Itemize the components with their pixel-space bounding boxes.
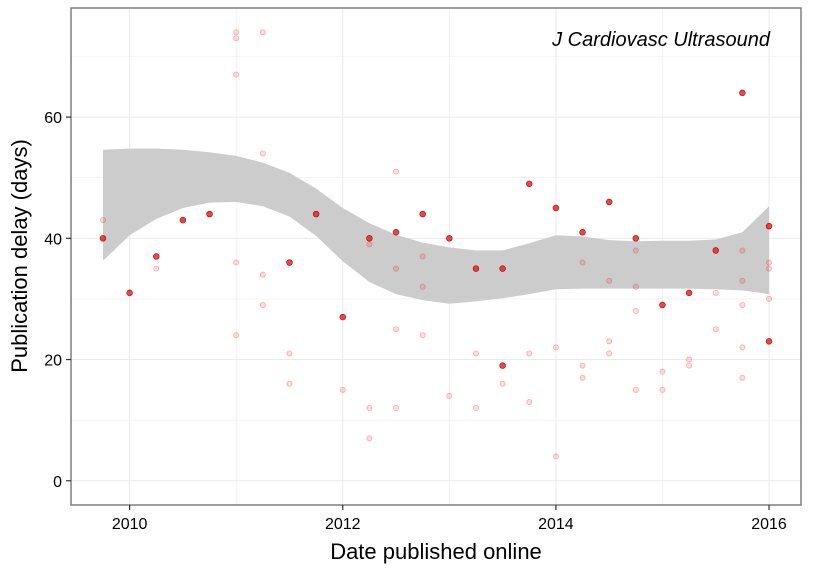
- faint-point: [659, 368, 666, 375]
- faint-point: [739, 277, 746, 284]
- x-axis-title: Date published online: [330, 539, 542, 564]
- faint-point: [99, 217, 106, 224]
- faint-point: [446, 392, 453, 399]
- faint-point: [233, 71, 240, 78]
- faint-point: [632, 247, 639, 254]
- faint-point: [739, 374, 746, 381]
- panel-annotation: J Cardiovasc Ultrasound: [551, 29, 771, 51]
- faint-point: [739, 344, 746, 351]
- faint-point: [339, 386, 346, 393]
- x-tick-label: 2016: [751, 516, 787, 533]
- data-point: [419, 210, 426, 218]
- faint-point: [259, 271, 266, 278]
- data-point: [712, 247, 719, 254]
- x-tick-label: 2014: [538, 516, 574, 533]
- data-point: [126, 289, 133, 297]
- faint-point: [153, 265, 160, 272]
- faint-point: [686, 356, 693, 363]
- x-tick-label: 2010: [112, 516, 148, 533]
- data-point: [739, 89, 746, 97]
- faint-point: [259, 301, 266, 308]
- data-point: [765, 338, 773, 345]
- faint-point: [766, 265, 773, 272]
- data-point: [632, 235, 640, 242]
- faint-point: [393, 265, 400, 272]
- faint-point: [233, 29, 240, 36]
- faint-point: [366, 241, 373, 248]
- faint-point: [472, 350, 479, 357]
- faint-point: [632, 308, 639, 315]
- faint-point: [579, 374, 586, 381]
- faint-point: [233, 332, 240, 339]
- data-point: [206, 210, 213, 218]
- data-point: [153, 253, 160, 260]
- data-point: [446, 235, 453, 242]
- faint-point: [419, 283, 426, 290]
- faint-point: [579, 259, 586, 266]
- faint-point: [766, 295, 773, 302]
- faint-point: [712, 326, 719, 333]
- faint-point: [526, 398, 533, 405]
- data-point: [499, 265, 506, 272]
- data-point: [685, 289, 693, 297]
- faint-point: [393, 326, 400, 333]
- strong-points: [99, 89, 773, 369]
- faint-point: [579, 362, 586, 369]
- faint-point: [419, 332, 426, 339]
- y-tick-label: 0: [53, 474, 62, 491]
- faint-point: [739, 301, 746, 308]
- data-point: [339, 313, 346, 321]
- faint-point: [739, 247, 746, 254]
- faint-point: [659, 386, 666, 393]
- data-point: [526, 180, 533, 187]
- faint-point: [366, 435, 373, 442]
- x-tick-label: 2012: [325, 516, 361, 533]
- data-point: [366, 235, 373, 242]
- faint-point: [233, 35, 240, 42]
- faint-point: [499, 380, 506, 387]
- data-point: [99, 235, 107, 242]
- faint-point: [766, 259, 773, 266]
- faint-point: [606, 350, 613, 357]
- faint-point: [472, 405, 479, 412]
- data-point: [472, 265, 480, 272]
- faint-point: [606, 338, 613, 345]
- data-point: [579, 229, 586, 236]
- faint-point: [686, 362, 693, 369]
- faint-point: [632, 386, 639, 393]
- data-point: [392, 229, 400, 236]
- axes: 0 20 40 60 2010 2012 2014 2016: [44, 110, 787, 533]
- data-point: [499, 362, 506, 369]
- faint-point: [259, 150, 266, 157]
- y-tick-label: 40: [44, 231, 62, 248]
- faint-point: [393, 405, 400, 412]
- smooth-confidence-band: [103, 148, 769, 304]
- faint-point: [259, 29, 266, 36]
- faint-point: [632, 283, 639, 290]
- y-axis-title: Publication delay (days): [7, 139, 32, 373]
- y-tick-label: 20: [44, 353, 62, 370]
- faint-point: [552, 344, 559, 351]
- faint-point: [526, 350, 533, 357]
- faint-point: [393, 168, 400, 175]
- faint-point: [366, 405, 373, 412]
- data-point: [605, 198, 613, 206]
- data-point: [659, 301, 666, 309]
- data-point: [179, 216, 187, 224]
- plot-border: [70, 7, 802, 506]
- faint-point: [286, 350, 293, 357]
- faint-point: [419, 253, 426, 260]
- data-point: [552, 204, 560, 212]
- faint-point: [606, 277, 613, 284]
- faint-point: [712, 289, 719, 296]
- faint-point: [233, 259, 240, 266]
- data-point: [765, 222, 773, 230]
- faint-points: [99, 29, 773, 460]
- faint-point: [286, 380, 293, 387]
- y-tick-label: 60: [44, 110, 62, 127]
- data-point: [286, 259, 293, 266]
- data-point: [312, 210, 320, 218]
- faint-point: [552, 453, 559, 460]
